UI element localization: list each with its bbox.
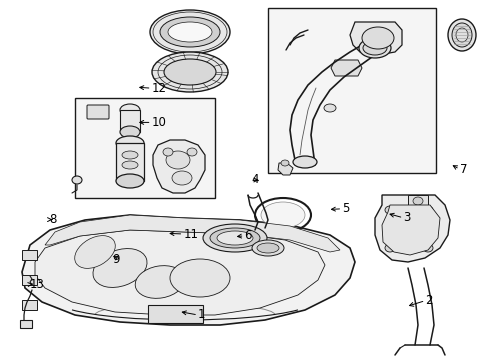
Ellipse shape [165, 151, 190, 169]
Ellipse shape [281, 160, 288, 166]
Ellipse shape [422, 244, 432, 252]
Ellipse shape [261, 202, 305, 228]
Polygon shape [278, 163, 292, 175]
Ellipse shape [116, 136, 143, 150]
Bar [22, 300, 37, 310]
Ellipse shape [203, 224, 266, 252]
Polygon shape [374, 195, 449, 262]
Ellipse shape [358, 38, 390, 58]
Ellipse shape [292, 156, 316, 168]
Text: 9: 9 [112, 253, 120, 266]
Ellipse shape [451, 23, 471, 47]
Text: 13: 13 [29, 278, 44, 291]
Bar [22, 275, 37, 285]
Ellipse shape [209, 228, 260, 248]
Text: 8: 8 [49, 213, 56, 226]
Bar [20, 320, 32, 328]
Text: 11: 11 [183, 228, 198, 240]
Ellipse shape [135, 266, 184, 298]
Ellipse shape [384, 206, 394, 214]
Bar [120, 110, 140, 132]
Bar [148, 305, 203, 323]
Ellipse shape [93, 248, 147, 287]
Ellipse shape [122, 161, 138, 169]
Ellipse shape [120, 104, 140, 116]
Ellipse shape [163, 148, 173, 156]
Polygon shape [330, 60, 361, 76]
Ellipse shape [163, 59, 216, 85]
Ellipse shape [447, 19, 475, 51]
Text: 2: 2 [425, 294, 432, 307]
Ellipse shape [116, 174, 143, 188]
Ellipse shape [172, 171, 192, 185]
Ellipse shape [217, 231, 252, 245]
Ellipse shape [412, 197, 422, 205]
Ellipse shape [120, 126, 140, 138]
Polygon shape [381, 205, 439, 255]
Ellipse shape [72, 176, 82, 184]
Ellipse shape [168, 22, 212, 42]
Polygon shape [45, 215, 339, 252]
Text: 6: 6 [244, 229, 251, 242]
Text: 5: 5 [342, 202, 349, 215]
Ellipse shape [251, 240, 284, 256]
Polygon shape [153, 140, 204, 193]
Text: 4: 4 [251, 174, 259, 186]
Bar [22, 250, 37, 260]
Ellipse shape [361, 27, 393, 49]
Ellipse shape [122, 151, 138, 159]
FancyBboxPatch shape [87, 105, 109, 119]
Text: 1: 1 [198, 309, 205, 321]
Ellipse shape [170, 259, 229, 297]
Ellipse shape [75, 236, 115, 268]
Text: 10: 10 [151, 116, 166, 129]
Ellipse shape [160, 17, 220, 47]
Ellipse shape [362, 41, 386, 55]
Ellipse shape [384, 244, 394, 252]
Text: 12: 12 [151, 82, 166, 95]
Polygon shape [349, 22, 401, 55]
Ellipse shape [186, 148, 197, 156]
Ellipse shape [455, 28, 467, 42]
Text: 3: 3 [403, 211, 410, 224]
Polygon shape [35, 230, 325, 315]
Ellipse shape [422, 206, 432, 214]
Polygon shape [22, 215, 354, 325]
Ellipse shape [257, 243, 279, 253]
Bar [116, 143, 143, 181]
Ellipse shape [150, 10, 229, 54]
Bar [407, 195, 427, 207]
Ellipse shape [152, 52, 227, 92]
Ellipse shape [324, 104, 335, 112]
Bar [75, 98, 215, 198]
Text: 7: 7 [459, 163, 466, 176]
Bar [267, 8, 435, 173]
